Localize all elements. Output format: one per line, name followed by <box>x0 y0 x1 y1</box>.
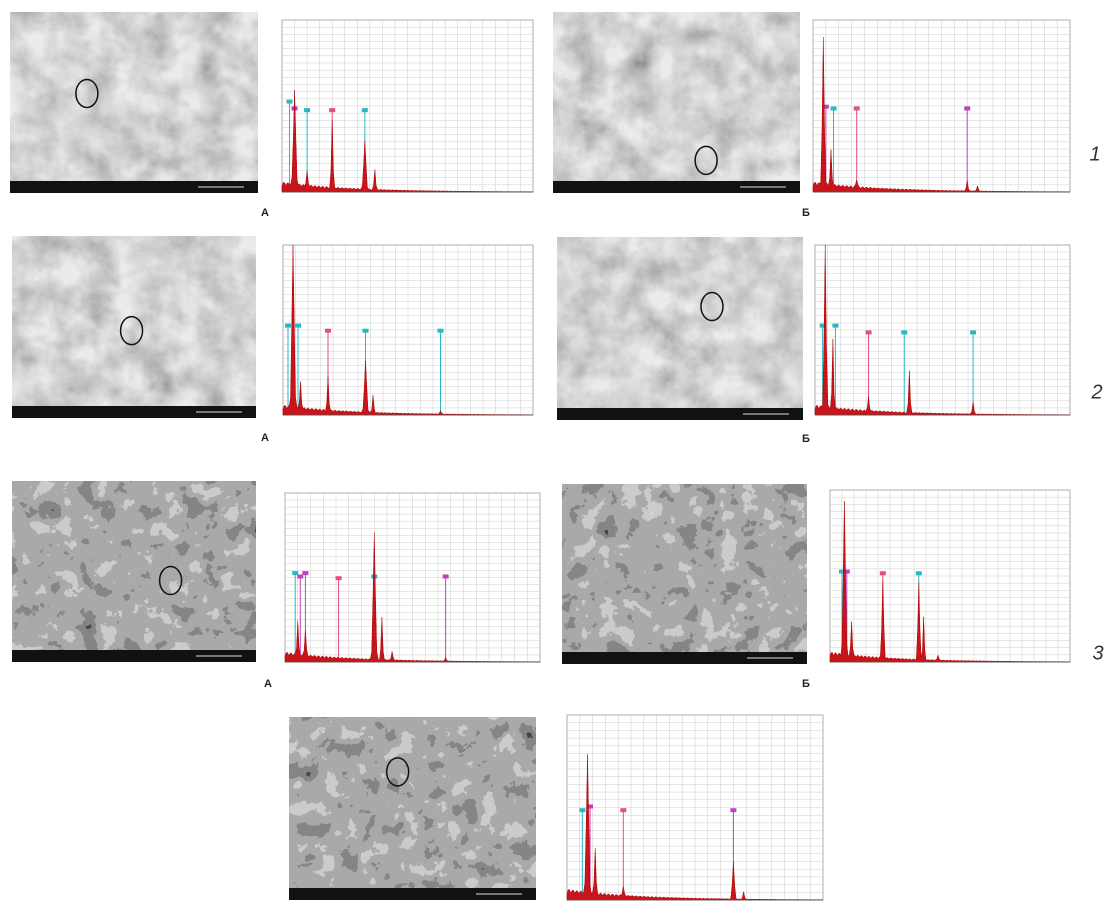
panel-label: А <box>261 432 269 444</box>
info-bar <box>10 181 258 193</box>
image-shade <box>12 481 256 662</box>
element-tag <box>329 108 336 113</box>
image-texture <box>562 484 807 664</box>
sem-image <box>10 12 258 193</box>
element-tag <box>901 330 908 335</box>
panel-label: А <box>264 678 272 690</box>
image-shade <box>553 12 800 193</box>
element-tag <box>335 576 342 581</box>
eds-spectrum <box>812 19 1071 193</box>
image-shade <box>12 236 256 418</box>
element-tag <box>620 808 627 813</box>
info-bar <box>12 406 256 418</box>
element-tag <box>362 328 369 333</box>
element-tag <box>295 323 301 328</box>
element-tag <box>839 569 845 574</box>
sem-image <box>553 12 800 193</box>
panel-label: Б <box>802 207 810 219</box>
element-tag <box>964 106 971 111</box>
image-shade <box>289 717 536 900</box>
panel-label: А <box>261 207 269 219</box>
region-marker <box>385 757 410 787</box>
spectrum-trace <box>566 754 824 901</box>
element-tag <box>819 323 826 328</box>
element-tag <box>730 808 737 813</box>
spectrum-trace <box>812 36 1071 193</box>
spectrum-trace <box>829 500 1071 663</box>
region-marker <box>700 291 724 322</box>
info-bar <box>12 650 256 662</box>
element-tag <box>865 330 872 335</box>
image-texture <box>553 12 800 193</box>
info-bar <box>557 408 803 420</box>
eds-spectrum <box>829 489 1071 663</box>
image-texture <box>12 481 256 662</box>
spectrum-trace <box>284 532 541 663</box>
element-tag <box>442 574 449 579</box>
spectrum-trace <box>282 244 534 416</box>
spectrum-trace <box>814 244 1071 416</box>
eds-spectrum <box>814 244 1071 416</box>
element-tag <box>843 569 850 574</box>
image-shade <box>557 237 803 420</box>
sem-image <box>557 237 803 420</box>
element-tag <box>915 571 922 576</box>
info-bar <box>553 181 800 193</box>
image-texture <box>12 236 256 418</box>
element-tag <box>587 804 594 809</box>
element-tag <box>579 808 586 813</box>
region-marker <box>75 78 99 109</box>
element-tag <box>325 328 331 333</box>
eds-spectrum <box>281 19 534 193</box>
element-tag <box>853 106 860 111</box>
eds-spectrum <box>566 714 824 901</box>
row-number: 3 <box>1092 642 1103 664</box>
element-tag <box>302 571 309 576</box>
eds-spectrum <box>282 244 534 416</box>
region-marker <box>119 315 144 346</box>
image-texture <box>557 237 803 420</box>
element-tag <box>437 328 444 333</box>
panel-label: Б <box>802 433 810 445</box>
element-tag <box>292 571 299 576</box>
image-shade <box>562 484 807 664</box>
row-number: 2 <box>1090 381 1102 403</box>
image-texture <box>289 717 536 900</box>
region-marker <box>694 145 718 176</box>
element-tag <box>286 99 293 104</box>
sem-image <box>12 236 256 418</box>
element-tag <box>879 571 886 576</box>
element-tag <box>361 108 368 113</box>
row-number: 1 <box>1089 143 1100 165</box>
element-tag <box>822 104 829 109</box>
info-bar <box>289 888 536 900</box>
eds-spectrum <box>284 492 541 663</box>
region-marker <box>158 565 183 596</box>
sem-image <box>12 481 256 662</box>
image-texture <box>10 12 258 193</box>
element-tag <box>297 574 304 579</box>
element-tag <box>285 323 291 328</box>
image-shade <box>10 12 258 193</box>
info-bar <box>562 652 807 664</box>
element-tag <box>832 323 839 328</box>
sem-image <box>562 484 807 664</box>
element-tag <box>830 106 837 111</box>
sem-image <box>289 717 536 900</box>
panel-label: Б <box>802 678 810 690</box>
element-tag <box>304 108 311 113</box>
element-tag <box>970 330 977 335</box>
spectrum-trace <box>281 89 534 193</box>
